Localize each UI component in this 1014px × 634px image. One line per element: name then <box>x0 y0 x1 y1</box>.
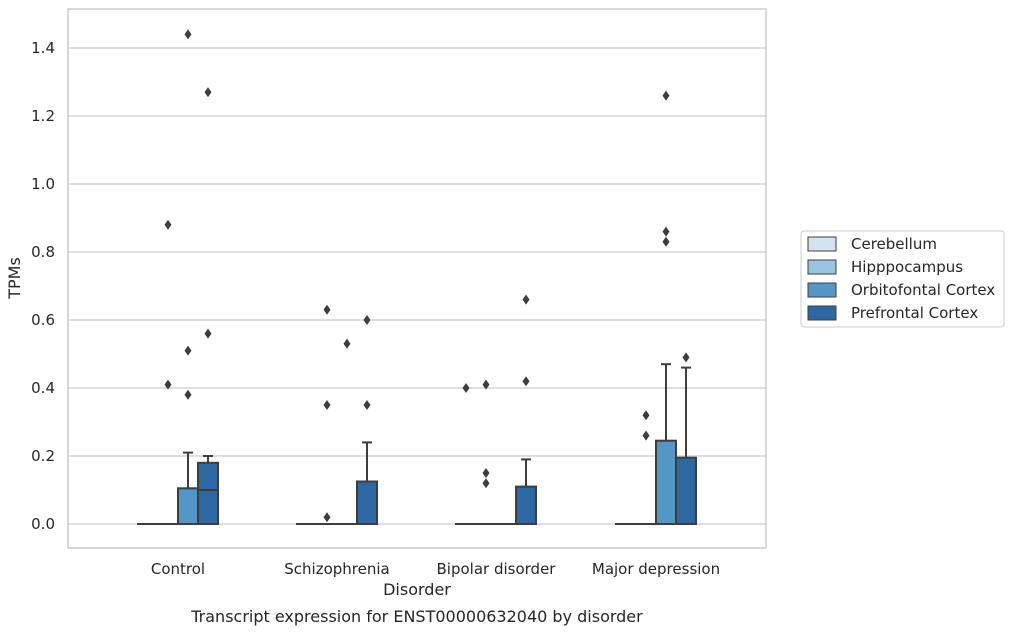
x-axis-title: Disorder <box>383 580 451 599</box>
plot-frame <box>67 8 767 549</box>
legend-label: Hipppocampus <box>851 258 963 276</box>
outlier-point <box>323 400 331 410</box>
legend-swatch <box>807 236 837 252</box>
outlier-point <box>462 383 470 393</box>
box-body <box>515 485 537 526</box>
box-cerebellum <box>455 383 477 526</box>
x-tick-label: Bipolar disorder <box>437 560 557 578</box>
outlier-point <box>204 328 212 339</box>
box-prefrontal-cortex <box>356 315 378 525</box>
box-body <box>356 480 378 525</box>
outlier-point <box>522 376 530 387</box>
box-body <box>675 456 697 526</box>
legend-swatch <box>807 259 837 275</box>
legend-label: Orbitofontal Cortex <box>851 281 995 299</box>
outlier-point <box>323 304 331 315</box>
y-tick-label: 1.2 <box>31 107 55 125</box>
outlier-point <box>164 219 172 230</box>
box-prefrontal-cortex <box>197 87 219 525</box>
outlier-point <box>522 294 530 305</box>
y-tick-label: 0.0 <box>31 515 55 533</box>
legend-swatch <box>807 282 837 298</box>
box-body <box>655 439 677 526</box>
y-tick-label: 1.0 <box>31 175 55 193</box>
outlier-point <box>323 512 331 523</box>
y-tick-labels: 0.0 0.2 0.4 0.6 0.8 1.0 1.2 1.4 <box>31 39 55 533</box>
outlier-point <box>363 315 371 325</box>
outlier-point <box>184 29 192 40</box>
legend-label: Prefrontal Cortex <box>851 304 978 322</box>
box-prefrontal-cortex <box>515 294 537 526</box>
outlier-point <box>164 379 172 390</box>
y-tick-label: 0.8 <box>31 243 55 261</box>
outlier-point <box>482 379 490 390</box>
legend-frame <box>800 230 1005 328</box>
outlier-point <box>482 478 490 489</box>
y-tick-label: 0.4 <box>31 379 55 397</box>
x-tick-label: Control <box>151 560 205 578</box>
y-tick-label: 0.6 <box>31 311 55 329</box>
box-body <box>197 461 219 525</box>
outlier-point <box>682 352 690 363</box>
boxes <box>137 29 697 526</box>
legend-label: Cerebellum <box>851 235 937 253</box>
outlier-point <box>662 236 670 247</box>
x-tick-labels: Control Schizophrenia Bipolar disorder Majo… <box>151 560 720 578</box>
outlier-point <box>343 338 351 349</box>
chart-caption: Transcript expression for ENST0000063204… <box>190 607 643 626</box>
outlier-point <box>363 400 371 410</box>
outlier-point <box>482 468 490 478</box>
legend-swatch <box>807 305 837 321</box>
y-tick-label: 1.4 <box>31 39 55 57</box>
legend: Cerebellum Hipppocampus Orbitofontal Corte… <box>800 230 1005 328</box>
outlier-point <box>642 410 650 421</box>
box-prefrontal-cortex <box>675 352 697 526</box>
outlier-point <box>662 226 670 237</box>
y-tick-label: 0.2 <box>31 447 55 465</box>
outlier-point <box>184 389 192 400</box>
outlier-point <box>204 87 212 98</box>
y-axis-title: TPMs <box>5 257 24 300</box>
box-hipppocampus <box>635 410 657 526</box>
outlier-point <box>642 430 650 441</box>
x-tick-label: Major depression <box>592 560 720 578</box>
box-orbitofontal-cortex <box>177 29 199 525</box>
outlier-point <box>184 345 192 356</box>
plot-background <box>68 9 766 548</box>
x-tick-label: Schizophrenia <box>284 560 389 578</box>
box-body <box>177 487 199 525</box>
outlier-point <box>662 90 670 101</box>
